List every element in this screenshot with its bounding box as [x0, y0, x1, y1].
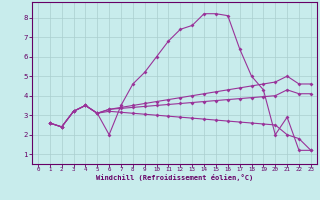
X-axis label: Windchill (Refroidissement éolien,°C): Windchill (Refroidissement éolien,°C)	[96, 174, 253, 181]
